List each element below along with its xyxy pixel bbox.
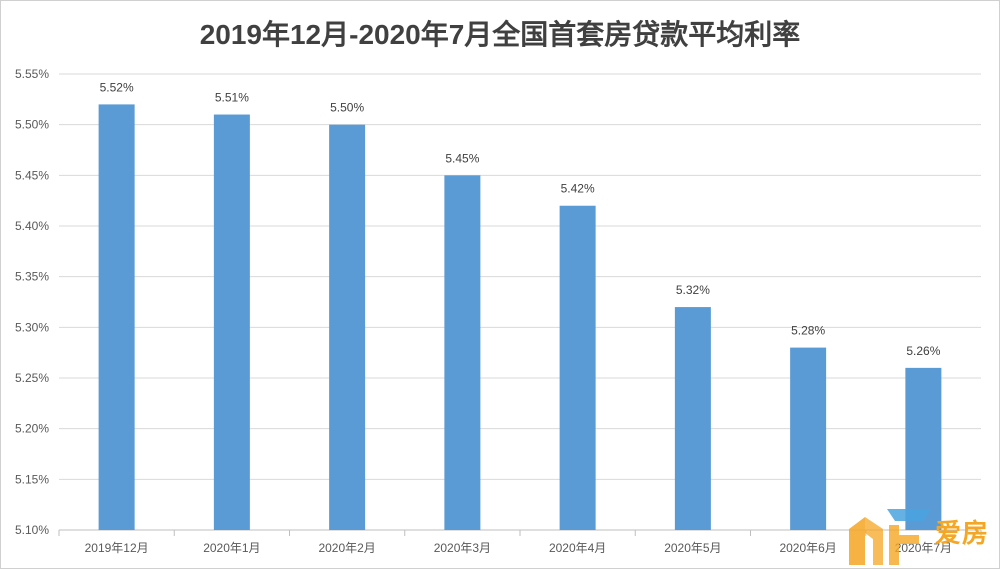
bars <box>98 104 942 531</box>
data-label: 5.32% <box>676 283 710 297</box>
x-tick-label: 2020年4月 <box>549 541 606 555</box>
data-label: 5.51% <box>215 91 249 105</box>
y-axis-tick-labels: 5.10% 5.15% 5.20% 5.25% 5.30% 5.35% 5.40% 5.45%… <box>15 67 49 537</box>
data-label: 5.45% <box>445 151 479 165</box>
data-label: 5.26% <box>906 344 940 358</box>
data-labels: 5.52% 5.51% 5.50% 5.45% 5.42% 5.32% 5.28% 5.26% <box>100 80 941 357</box>
y-tick-label: 5.20% <box>15 422 49 436</box>
bar <box>905 367 942 530</box>
y-tick-label: 5.35% <box>15 270 49 284</box>
data-label: 5.52% <box>100 80 134 94</box>
x-axis-tick-labels: 2019年12月 2020年1月 2020年2月 2020年3月 2020年4月 2020… <box>85 541 952 555</box>
y-tick-label: 5.50% <box>15 118 49 132</box>
watermark-text: 爱房 <box>935 519 990 549</box>
y-tick-label: 5.30% <box>15 320 49 334</box>
y-tick-label: 5.40% <box>15 219 49 233</box>
y-tick-label: 5.10% <box>15 523 49 537</box>
y-tick-label: 5.55% <box>15 67 49 81</box>
bar <box>674 307 711 530</box>
y-tick-label: 5.15% <box>15 472 49 486</box>
x-tick-label: 2020年1月 <box>203 541 260 555</box>
y-tick-label: 5.45% <box>15 168 49 182</box>
brand-watermark: 爱房 <box>843 499 993 565</box>
data-label: 5.42% <box>561 182 595 196</box>
x-tick-label: 2020年6月 <box>779 541 836 555</box>
bar <box>329 124 366 531</box>
x-tick-label: 2019年12月 <box>85 541 149 555</box>
gridlines <box>59 73 981 531</box>
bar <box>559 205 596 530</box>
y-tick-label: 5.25% <box>15 371 49 385</box>
bar <box>213 114 250 531</box>
data-label: 5.28% <box>791 324 825 338</box>
x-tick-label: 2020年2月 <box>318 541 375 555</box>
data-label: 5.50% <box>330 101 364 115</box>
x-tick-label: 2020年3月 <box>434 541 491 555</box>
axes <box>58 529 982 536</box>
chart-title: 2019年12月-2020年7月全国首套房贷款平均利率 <box>199 19 801 50</box>
bar <box>790 347 827 530</box>
x-tick-label: 2020年7月 <box>895 541 952 555</box>
x-tick-label: 2020年5月 <box>664 541 721 555</box>
house-logo-icon <box>849 509 931 565</box>
bar <box>98 104 135 531</box>
bar <box>444 175 481 531</box>
